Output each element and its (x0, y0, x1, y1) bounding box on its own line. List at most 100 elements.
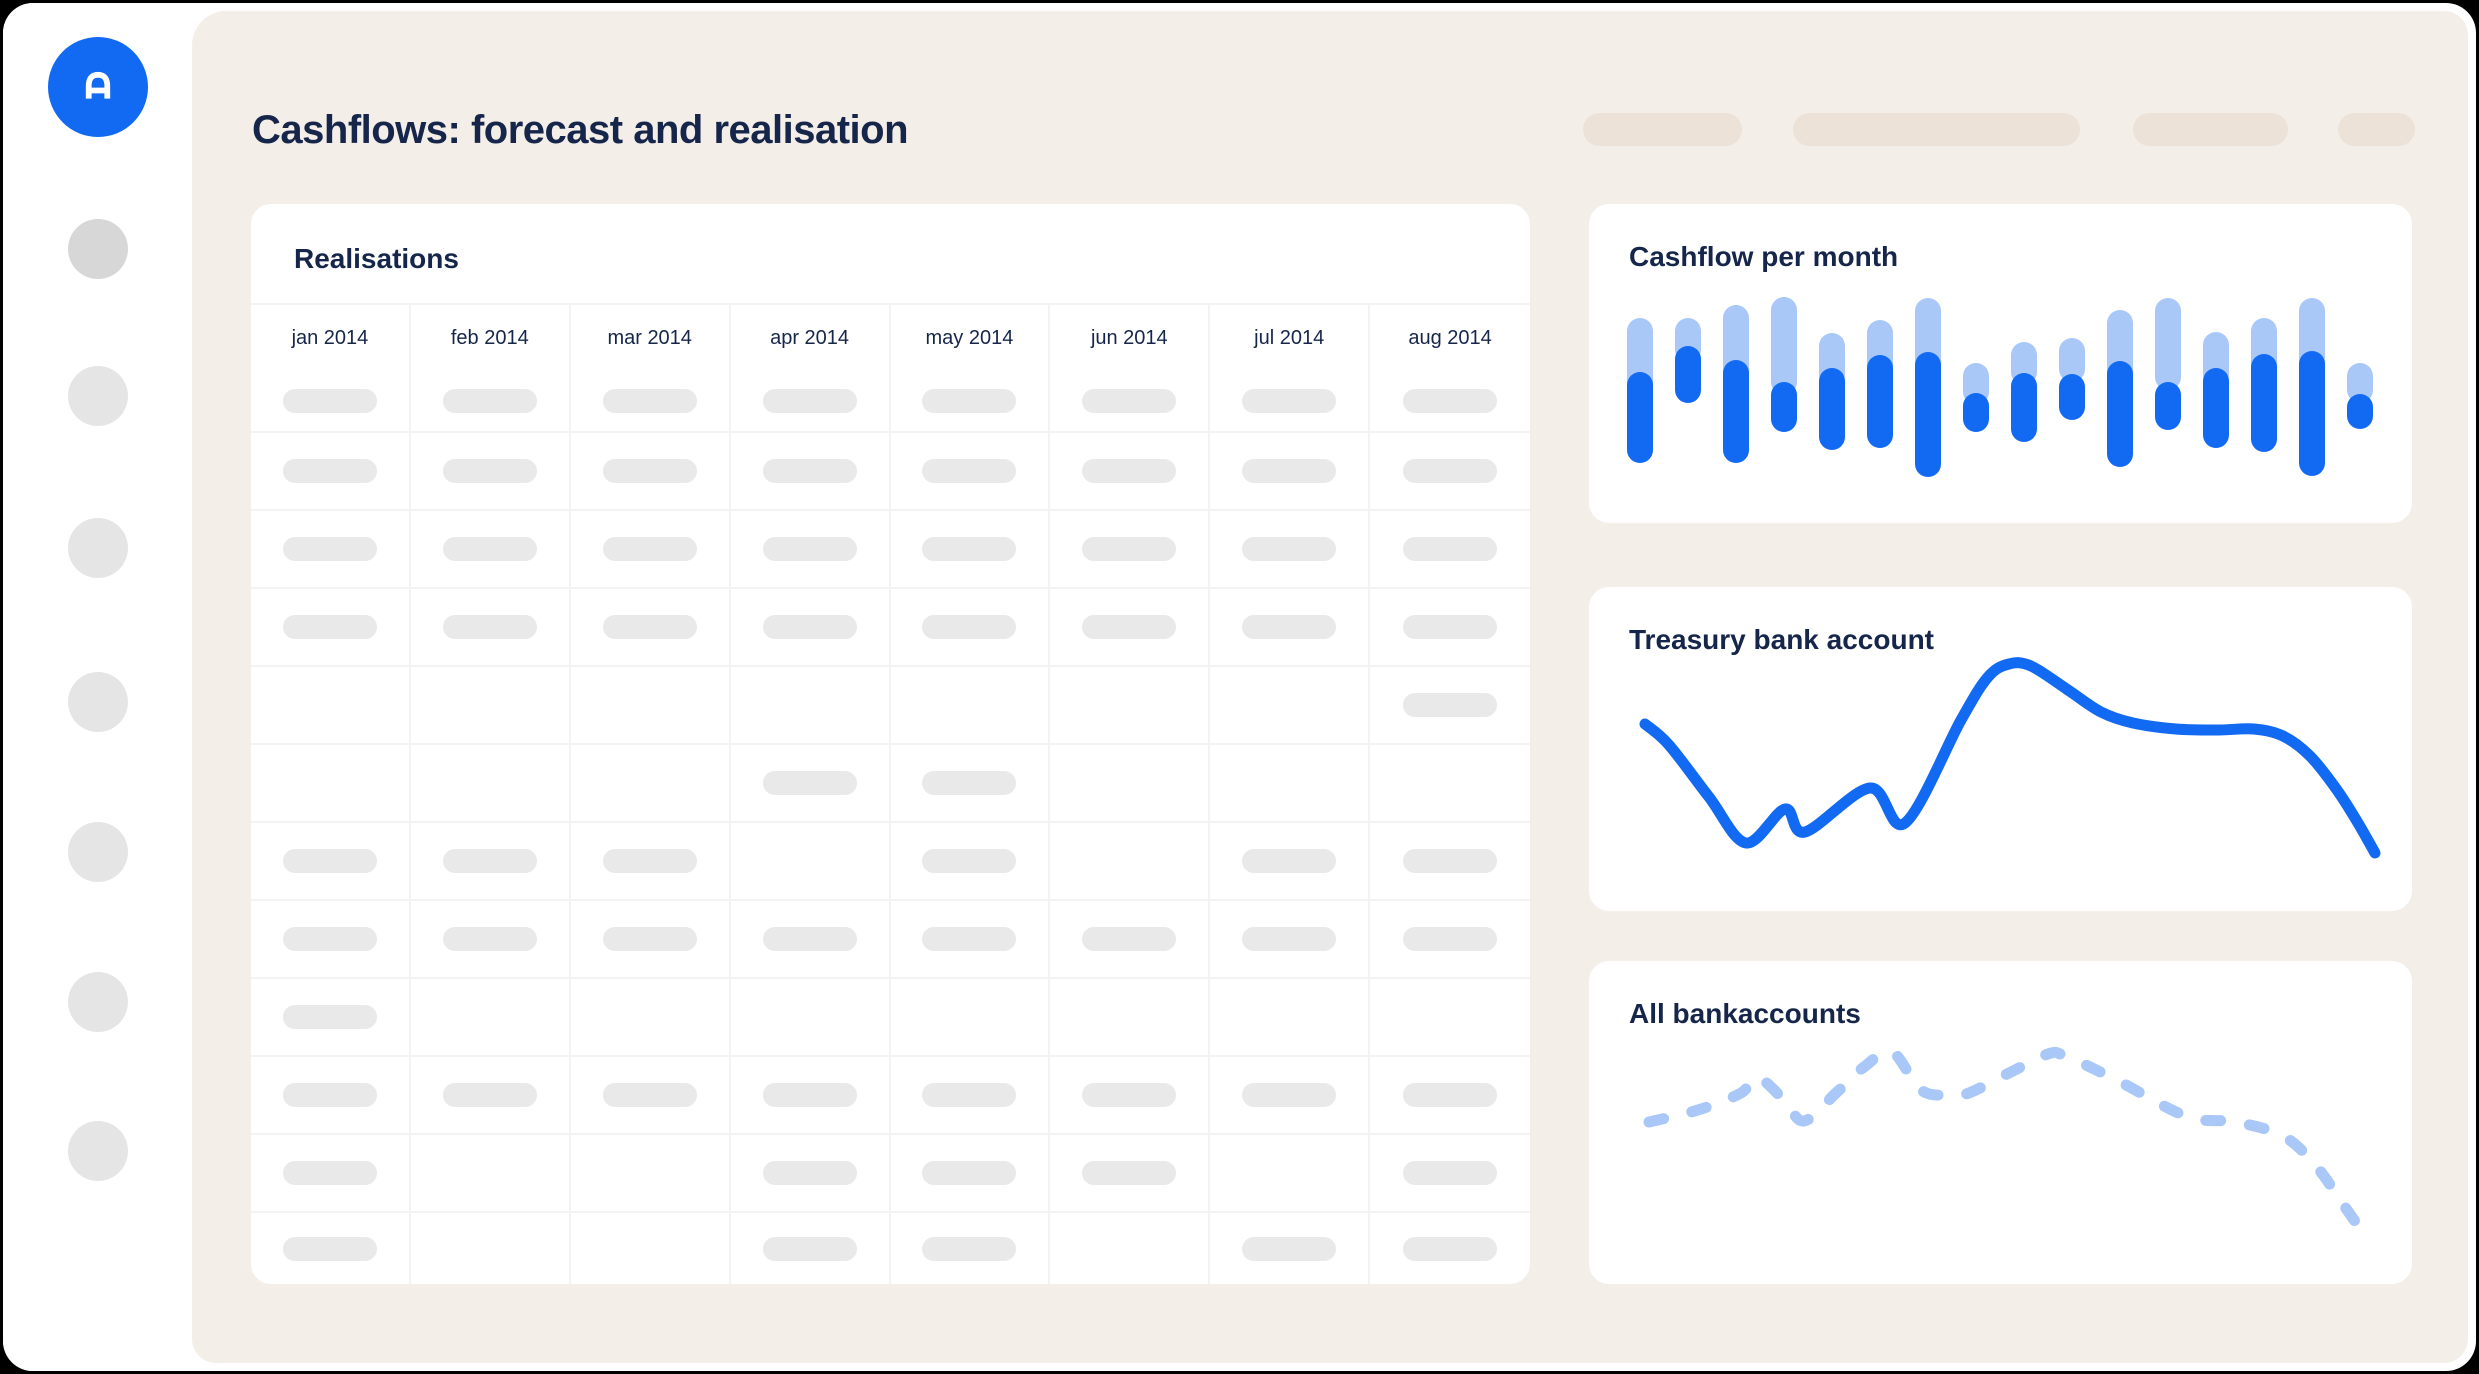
sidebar-nav-item[interactable] (68, 672, 128, 732)
realisation-bar (2107, 361, 2133, 467)
table-cell (1370, 511, 1530, 589)
cell-value-skeleton (442, 1083, 537, 1107)
table-column-header: jan 2014 (251, 305, 411, 371)
all-bankaccounts-path (1643, 1045, 2376, 1249)
sidebar-nav-item[interactable] (68, 822, 128, 882)
table-cell (410, 511, 571, 589)
table-cell (1210, 1135, 1371, 1213)
table-cell (570, 371, 731, 433)
table-cell (1210, 979, 1371, 1057)
cell-value-skeleton (282, 849, 377, 873)
table-cell (1050, 667, 1211, 745)
all-bankaccounts-card: All bankaccounts (1589, 961, 2412, 1284)
table-cell (1370, 979, 1530, 1057)
cell-value-skeleton (1403, 1236, 1498, 1261)
realisation-bar (1819, 368, 1845, 450)
table-column-header: mar 2014 (571, 305, 731, 371)
table-cell (570, 901, 731, 979)
realisation-bar (2011, 373, 2037, 442)
cell-value-skeleton (762, 537, 857, 561)
cell-value-skeleton (922, 771, 1017, 795)
table-column-header: feb 2014 (411, 305, 571, 371)
cell-value-skeleton (922, 1083, 1017, 1107)
table-cell (730, 371, 891, 433)
cashflow-card-title: Cashflow per month (1629, 241, 1899, 272)
realisation-bar (1723, 360, 1749, 463)
table-cell (251, 1135, 411, 1213)
realisations-card: Realisations jan 2014 feb 2014 mar 2014 apr… (251, 204, 1530, 1284)
table-cell (251, 589, 411, 667)
table-cell (730, 979, 891, 1057)
table-cell (890, 823, 1051, 901)
cell-value-skeleton (282, 1083, 377, 1107)
treasury-line-chart (1639, 657, 2381, 859)
table-cell (251, 1213, 411, 1284)
table-cell (890, 1135, 1051, 1213)
cell-value-skeleton (442, 537, 537, 561)
cell-value-skeleton (762, 1161, 857, 1185)
sidebar (3, 3, 192, 1371)
cell-value-skeleton (1242, 849, 1337, 873)
table-cell (1050, 511, 1211, 589)
table-cell (1210, 1213, 1371, 1284)
toolbar-pill-skeleton[interactable] (1793, 113, 2080, 146)
all-bankaccounts-card-title: All bankaccounts (1629, 998, 1861, 1029)
cell-value-skeleton (1082, 537, 1177, 561)
table-column-header: jun 2014 (1050, 305, 1211, 371)
table-cell (410, 745, 571, 823)
app-logo[interactable] (48, 37, 148, 137)
table-cell (410, 433, 571, 511)
cell-value-skeleton (922, 459, 1017, 483)
table-cell (1210, 433, 1371, 511)
table-cell (890, 371, 1051, 433)
cell-value-skeleton (602, 927, 697, 951)
cell-value-skeleton (762, 1083, 857, 1107)
table-cell (251, 901, 411, 979)
cell-value-skeleton (1082, 615, 1177, 639)
table-cell (410, 371, 571, 433)
table-cell (570, 433, 731, 511)
table-cell (1050, 589, 1211, 667)
cell-value-skeleton (442, 849, 537, 873)
table-cell (251, 667, 411, 745)
sidebar-nav-item[interactable] (68, 366, 128, 426)
table-cell (890, 667, 1051, 745)
table-cell (730, 511, 891, 589)
table-cell (410, 667, 571, 745)
table-cell (1370, 1057, 1530, 1135)
table-cell (251, 823, 411, 901)
cell-value-skeleton (1082, 1083, 1177, 1107)
forecast-bar (2155, 298, 2181, 390)
all-bankaccounts-chart-area (1589, 961, 2412, 1284)
sidebar-nav-item[interactable] (68, 219, 128, 279)
toolbar-pill-skeleton[interactable] (1583, 113, 1742, 146)
table-cell (1210, 1057, 1371, 1135)
sidebar-nav-item[interactable] (68, 518, 128, 578)
cell-value-skeleton (282, 615, 377, 639)
realisation-bar (1675, 346, 1701, 403)
table-cell (410, 589, 571, 667)
table-cell (571, 1213, 731, 1284)
table-cell (730, 433, 891, 511)
table-cell (730, 823, 891, 901)
table-cell (731, 1213, 891, 1284)
table-cell (1050, 823, 1211, 901)
table-cell (410, 1057, 571, 1135)
table-cell (1210, 745, 1371, 823)
table-cell (730, 901, 891, 979)
sidebar-nav-item[interactable] (68, 1121, 128, 1181)
treasury-bank-account-card: Treasury bank account (1589, 587, 2412, 911)
cell-value-skeleton (1403, 537, 1498, 561)
toolbar-pill-skeleton[interactable] (2133, 113, 2288, 146)
cell-value-skeleton (762, 771, 857, 795)
cell-value-skeleton (1242, 1236, 1337, 1261)
cell-value-skeleton (282, 459, 377, 483)
treasury-bank-account-path (1639, 657, 2381, 859)
cell-value-skeleton (762, 615, 857, 639)
realisation-bar (2059, 374, 2085, 420)
sidebar-nav-item[interactable] (68, 972, 128, 1032)
cell-value-skeleton (1403, 389, 1498, 413)
toolbar-pill-skeleton[interactable] (2338, 113, 2415, 146)
table-cell (411, 1213, 571, 1284)
